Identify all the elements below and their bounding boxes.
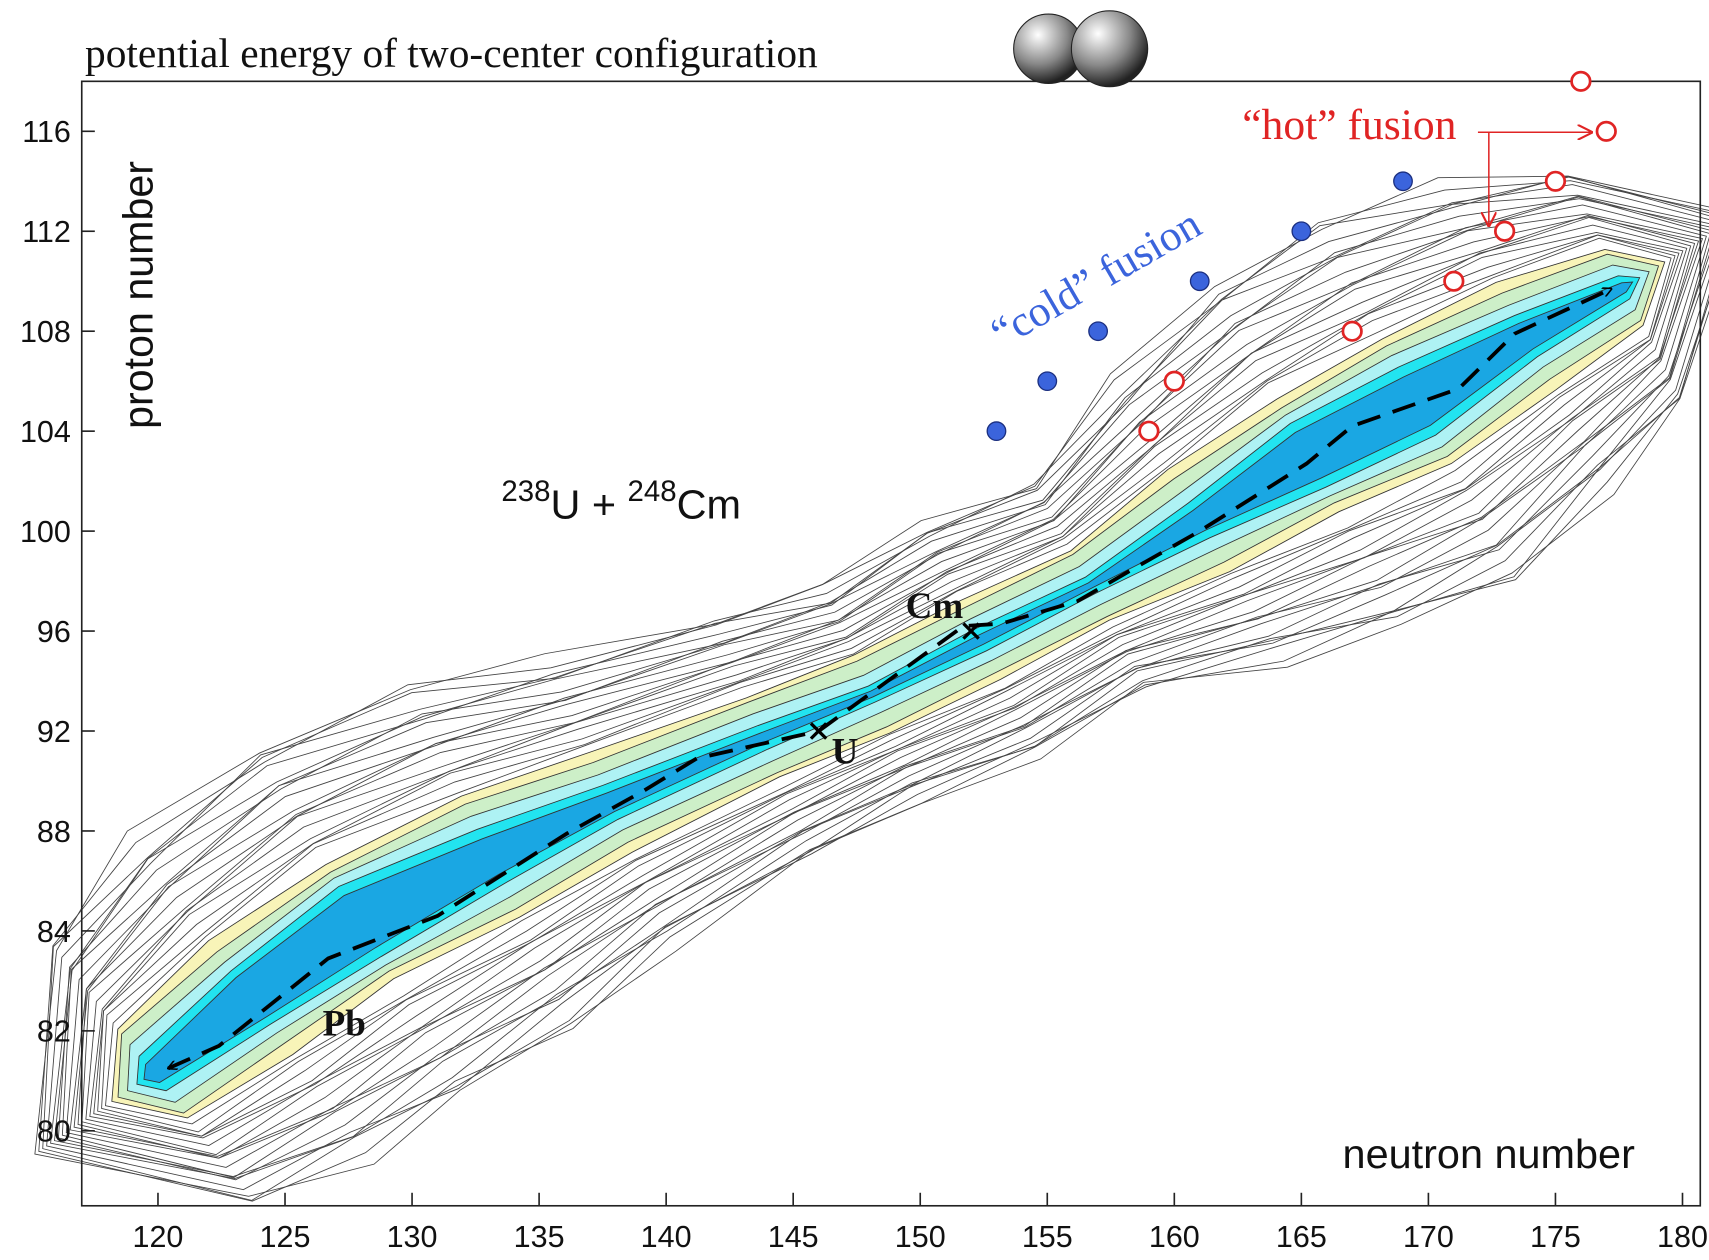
- data-point: [1393, 171, 1413, 192]
- hot-arrows: [1477, 132, 1591, 225]
- x-tick-label: 175: [1530, 1220, 1581, 1254]
- mass-number: 248: [628, 475, 677, 508]
- reaction-label: 238U + 248Cm: [501, 475, 741, 527]
- y-tick-label: 104: [20, 415, 71, 449]
- y-tick-label: 116: [22, 115, 71, 149]
- x-tick-label: 170: [1403, 1220, 1454, 1254]
- data-point: [1291, 221, 1312, 242]
- data-point: [986, 421, 1007, 442]
- y-tick-label: 108: [20, 315, 71, 349]
- x-tick-label: 150: [895, 1220, 946, 1254]
- y-tick-label: 96: [37, 615, 71, 649]
- x-tick-label: 180: [1657, 1220, 1708, 1254]
- data-point: [1341, 320, 1363, 342]
- nucleus-label: Cm: [906, 585, 964, 626]
- x-tick-label: 140: [641, 1220, 692, 1254]
- y-axis-label: proton number: [115, 161, 161, 429]
- data-point: [1595, 120, 1617, 142]
- x-tick-label: 160: [1149, 1220, 1200, 1254]
- plot-frame: [80, 80, 1702, 1207]
- data-point: [1443, 270, 1465, 292]
- mass-number: 238: [501, 475, 550, 508]
- two-center-icon: [1013, 10, 1149, 88]
- nucleus-cross: [962, 622, 980, 640]
- series-label: “hot” fusion: [1242, 101, 1456, 149]
- x-tick-label: 135: [514, 1220, 565, 1254]
- nucleus-cross: [809, 722, 828, 740]
- nucleus: Cm: [677, 481, 741, 527]
- data-point: [1163, 370, 1185, 392]
- y-tick-label: 112: [22, 215, 71, 249]
- y-tick-label: 84: [37, 915, 71, 949]
- data-point: [1189, 271, 1210, 292]
- x-tick-label: 120: [133, 1220, 184, 1254]
- data-point: [1570, 70, 1592, 92]
- y-tick-label: 82: [37, 1015, 71, 1049]
- data-point: [1138, 420, 1160, 442]
- x-tick-label: 165: [1276, 1220, 1327, 1254]
- y-tick-label: 80: [37, 1115, 71, 1149]
- data-point: [1037, 371, 1058, 392]
- x-tick-label: 145: [768, 1220, 819, 1254]
- data-point: [1544, 170, 1567, 192]
- chart-title: potential energy of two-center configura…: [85, 30, 818, 76]
- path-line: [168, 287, 1611, 1071]
- y-tick-label: 92: [37, 715, 71, 749]
- nucleus: U +: [550, 481, 627, 527]
- contour-map: [34, 175, 1709, 1202]
- y-tick-label: 100: [20, 515, 71, 549]
- x-tick-label: 130: [387, 1220, 438, 1254]
- lead-label: Pb: [323, 1003, 366, 1044]
- x-tick-label: 125: [260, 1220, 311, 1254]
- x-axis-label: neutron number: [1343, 1131, 1636, 1177]
- data-point: [1088, 321, 1109, 342]
- x-tick-label: 155: [1022, 1220, 1073, 1254]
- data-point: [1494, 220, 1516, 242]
- nucleus-label: U: [832, 731, 859, 772]
- y-tick-label: 88: [37, 815, 71, 849]
